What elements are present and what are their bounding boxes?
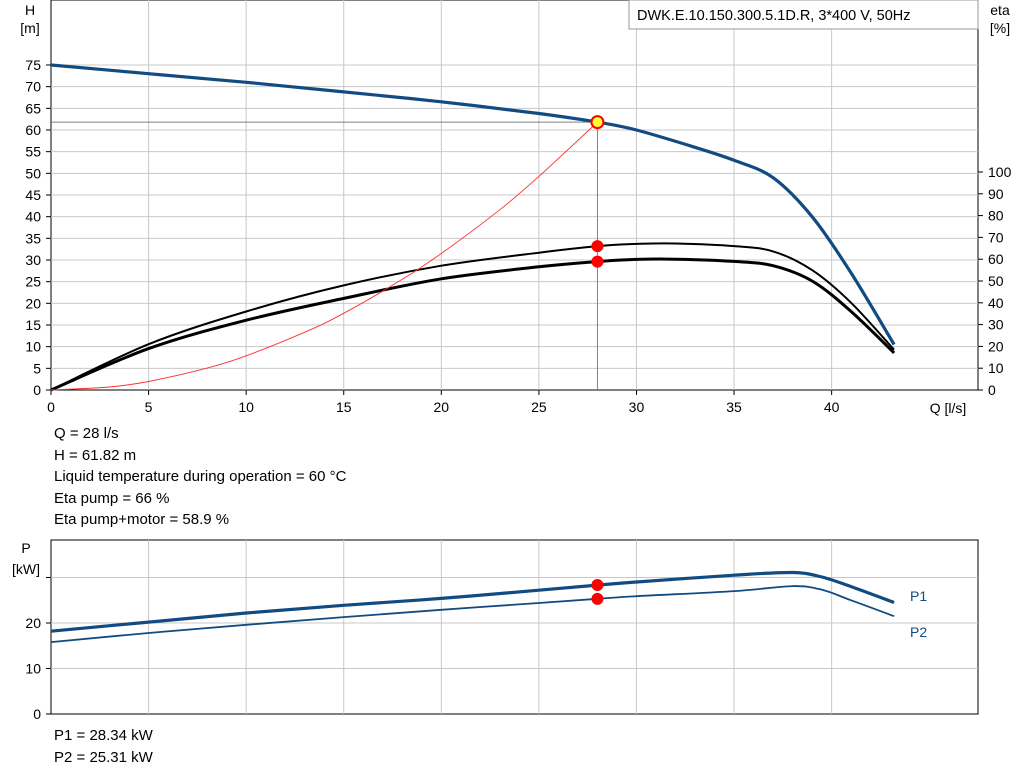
y-axis-unit-head: [m] bbox=[20, 20, 39, 36]
y-right-tick-label: 20 bbox=[988, 338, 1004, 354]
y-axis-title-power: P bbox=[21, 540, 30, 556]
x-tick-label: 0 bbox=[47, 399, 55, 415]
x-tick-label: 10 bbox=[238, 399, 254, 415]
x-tick-label: 15 bbox=[336, 399, 352, 415]
y-right-tick-label: 70 bbox=[988, 229, 1004, 245]
y-axis-title-eta: eta bbox=[990, 2, 1010, 18]
legend-p1: P1 bbox=[910, 588, 927, 604]
y-left-tick-label: 10 bbox=[25, 339, 41, 355]
duty-point-p2-marker bbox=[591, 592, 604, 605]
y-right-tick-label: 60 bbox=[988, 251, 1004, 267]
model-label-box bbox=[628, 0, 979, 30]
readout-flow: Q = 28 l/s bbox=[54, 425, 119, 442]
y-left-tick-label: 50 bbox=[25, 165, 41, 181]
duty-point-readout: Q = 28 l/s H = 61.82 m Liquid temperatur… bbox=[54, 423, 346, 531]
x-tick-label: 35 bbox=[726, 399, 742, 415]
y-axis-unit-eta: [%] bbox=[990, 20, 1010, 36]
x-tick-label: 25 bbox=[531, 399, 547, 415]
y-right-tick-label: 30 bbox=[988, 317, 1004, 333]
power-y-tick-label: 0 bbox=[33, 706, 41, 722]
y-left-tick-label: 75 bbox=[25, 57, 41, 73]
readout-head: H = 61.82 m bbox=[54, 446, 137, 464]
y-right-tick-label: 80 bbox=[988, 208, 1004, 224]
readout-eta-pump-motor: Eta pump+motor = 58.9 % bbox=[54, 511, 230, 528]
y-left-tick-label: 0 bbox=[33, 382, 41, 398]
power-curves bbox=[50, 570, 895, 643]
y-axis-title-head: H bbox=[25, 2, 35, 18]
x-axis-title: Q [l/s] bbox=[930, 400, 967, 416]
y-left-tick-label: 60 bbox=[25, 122, 41, 138]
y-right-tick-label: 100 bbox=[988, 164, 1012, 180]
power-tick-labels: 0 10 20 bbox=[25, 577, 51, 722]
y-left-tick-label: 70 bbox=[25, 79, 41, 95]
main-grid bbox=[50, 0, 979, 391]
power-y-tick-label: 20 bbox=[25, 615, 41, 631]
y-right-tick-label: 10 bbox=[988, 360, 1004, 376]
main-tick-labels: 0 5 10 15 20 25 30 35 40 0 5 10 15 20 25 30 35 40 45 50 55 60… bbox=[25, 57, 1011, 415]
power-readout: P1 = 28.34 kW P2 = 25.31 kW bbox=[54, 725, 153, 768]
model-label: DWK.E.10.150.300.5.1D.R, 3*400 V, 50Hz bbox=[637, 8, 911, 24]
duty-point-eta-pump-motor-marker bbox=[591, 255, 604, 268]
y-right-tick-label: 90 bbox=[988, 186, 1004, 202]
y-axis-unit-power: [kW] bbox=[12, 561, 40, 577]
readout-p2: P2 = 25.31 kW bbox=[54, 748, 153, 766]
power-plot-frame bbox=[50, 539, 979, 715]
x-tick-label: 20 bbox=[434, 399, 450, 415]
y-left-tick-label: 15 bbox=[25, 317, 41, 333]
readout-p1: P1 = 28.34 kW bbox=[54, 727, 153, 744]
legend-p2: P2 bbox=[910, 624, 927, 640]
y-right-tick-label: 40 bbox=[988, 295, 1004, 311]
y-left-tick-label: 45 bbox=[25, 187, 41, 203]
y-right-tick-label: 0 bbox=[988, 382, 996, 398]
duty-point-head-marker bbox=[590, 115, 605, 130]
y-left-tick-label: 65 bbox=[25, 100, 41, 116]
pump-performance-chart: 0 5 10 15 20 25 30 35 40 0 5 10 15 20 25 30 35 40 45 50 55 60… bbox=[20, 0, 1012, 416]
power-p2-curve bbox=[50, 585, 895, 643]
duty-point-eta-pump-marker bbox=[591, 240, 604, 253]
system-curve-curve bbox=[50, 121, 598, 391]
y-left-tick-label: 40 bbox=[25, 209, 41, 225]
x-tick-label: 40 bbox=[824, 399, 840, 415]
power-y-tick-label: 10 bbox=[25, 661, 41, 677]
power-grid bbox=[50, 539, 979, 715]
y-left-tick-label: 25 bbox=[25, 274, 41, 290]
x-tick-label: 30 bbox=[629, 399, 645, 415]
y-right-tick-label: 50 bbox=[988, 273, 1004, 289]
y-left-tick-label: 30 bbox=[25, 252, 41, 268]
x-tick-label: 5 bbox=[145, 399, 153, 415]
power-markers bbox=[591, 579, 604, 605]
y-left-tick-label: 20 bbox=[25, 295, 41, 311]
y-left-tick-label: 55 bbox=[25, 144, 41, 160]
main-markers bbox=[590, 115, 605, 268]
readout-temperature: Liquid temperature during operation = 60… bbox=[54, 468, 347, 485]
y-left-tick-label: 35 bbox=[25, 230, 41, 246]
power-p1-curve bbox=[50, 570, 895, 633]
duty-point-p1-marker bbox=[591, 579, 604, 592]
y-left-tick-label: 5 bbox=[33, 360, 41, 376]
readout-eta-pump: Eta pump = 66 % bbox=[54, 489, 170, 507]
